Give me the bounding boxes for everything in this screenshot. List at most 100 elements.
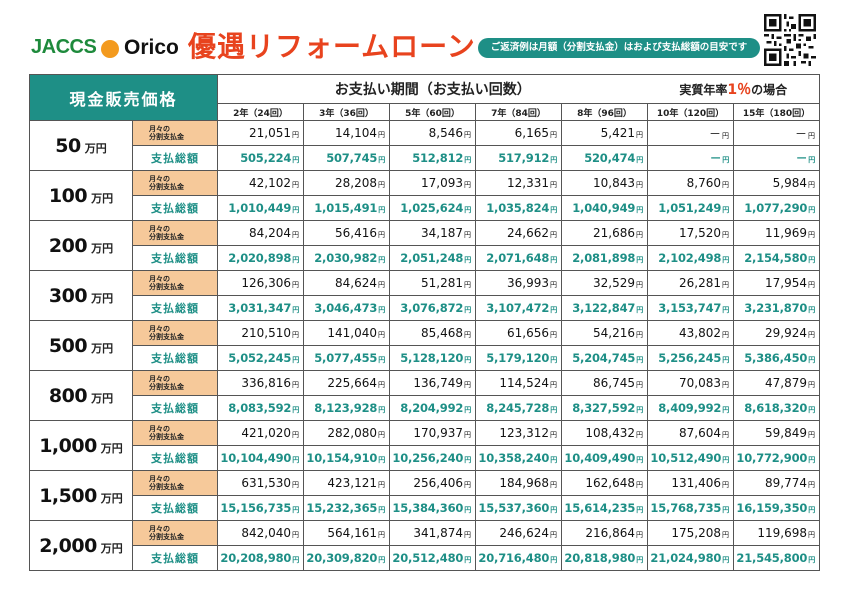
term-header: 2年（24回） <box>217 103 304 121</box>
monthly-payment-cell: 42,102円 <box>217 170 304 196</box>
price-unit: 万円 <box>91 191 114 205</box>
monthly-payment-cell: 246,624円 <box>475 520 562 546</box>
total-payment-value: 517,912 <box>498 151 550 165</box>
monthly-payment-value: 5,984 <box>772 176 807 190</box>
yen-unit: 円 <box>292 156 299 164</box>
monthly-payment-cell: 21,051円 <box>217 120 304 146</box>
total-payment-cell: 8,245,728円 <box>475 395 562 421</box>
monthly-payment-cell: 8,546円 <box>389 120 476 146</box>
monthly-payment-cell: 108,432円 <box>561 420 648 446</box>
total-payment-cell: －円 <box>733 145 820 171</box>
monthly-payment-cell: 17,954円 <box>733 270 820 296</box>
orico-logo-icon <box>101 40 119 58</box>
monthly-payment-value: 43,802 <box>679 326 721 340</box>
note-badge: ご返済例は月額（分割支払金）はおよび支払総額の目安です <box>478 38 760 58</box>
yen-unit: 円 <box>636 356 643 364</box>
monthly-payment-value: 56,416 <box>335 226 377 240</box>
total-payment-value: 15,768,735 <box>650 501 722 515</box>
yen-unit: 円 <box>722 156 729 164</box>
total-payment-value: 1,077,290 <box>744 201 808 215</box>
total-payment-cell: 8,083,592円 <box>217 395 304 421</box>
yen-unit: 円 <box>550 506 557 514</box>
monthly-payment-value: 28,208 <box>335 176 377 190</box>
yen-unit: 円 <box>808 556 815 564</box>
yen-unit: 円 <box>550 556 557 564</box>
total-payment-cell: 2,051,248円 <box>389 245 476 271</box>
monthly-payment-cell: 70,083円 <box>647 370 734 396</box>
monthly-payment-value: 336,816 <box>241 376 291 390</box>
yen-unit: 円 <box>636 481 643 489</box>
monthly-payment-cell: 126,306円 <box>217 270 304 296</box>
price-cell: 100 万円 <box>29 170 133 221</box>
price-amount: 100 <box>48 184 88 207</box>
total-payment-label: 支払総額 <box>132 545 218 571</box>
price-unit: 万円 <box>100 441 123 455</box>
total-payment-value: 512,812 <box>412 151 464 165</box>
monthly-payment-label: 月々の 分割支払金 <box>132 120 218 146</box>
yen-unit: 円 <box>808 406 815 414</box>
yen-unit: 円 <box>722 306 729 314</box>
total-payment-cell: 1,025,624円 <box>389 195 476 221</box>
total-payment-value: 8,409,992 <box>658 401 722 415</box>
monthly-payment-value: 246,624 <box>499 526 549 540</box>
price-unit: 万円 <box>100 491 123 505</box>
total-payment-value: 3,107,472 <box>486 301 550 315</box>
total-payment-cell: －円 <box>647 145 734 171</box>
price-amount: 50 <box>55 134 81 157</box>
yen-unit: 円 <box>550 456 557 464</box>
yen-unit: 円 <box>378 456 385 464</box>
yen-unit: 円 <box>378 331 385 339</box>
rate-suffix: の場合 <box>751 83 788 97</box>
total-payment-value: 3,231,870 <box>744 301 808 315</box>
total-payment-cell: 2,102,498円 <box>647 245 734 271</box>
total-payment-value: 10,512,490 <box>650 451 722 465</box>
yen-unit: 円 <box>808 331 815 339</box>
total-payment-value: 20,512,480 <box>392 551 464 565</box>
total-payment-value: 1,010,449 <box>228 201 292 215</box>
monthly-payment-value: 8,546 <box>428 126 463 140</box>
yen-unit: 円 <box>378 131 385 139</box>
total-payment-row: 支払総額 8,083,592円 8,123,928円 8,204,992円 8,245,… <box>30 395 820 421</box>
total-payment-label: 支払総額 <box>132 495 218 521</box>
monthly-payment-value: 47,879 <box>765 376 807 390</box>
monthly-payment-label: 月々の 分割支払金 <box>132 220 218 246</box>
yen-unit: 円 <box>550 531 557 539</box>
total-payment-value: 2,051,248 <box>400 251 464 265</box>
monthly-payment-cell: 17,093円 <box>389 170 476 196</box>
total-payment-cell: 8,409,992円 <box>647 395 734 421</box>
monthly-payment-value: 86,745 <box>593 376 635 390</box>
monthly-payment-cell: 84,624円 <box>303 270 390 296</box>
monthly-payment-label: 月々の 分割支払金 <box>132 420 218 446</box>
yen-unit: 円 <box>464 356 471 364</box>
monthly-payment-cell: 141,040円 <box>303 320 390 346</box>
price-amount: 800 <box>48 384 88 407</box>
yen-unit: 円 <box>808 431 815 439</box>
yen-unit: 円 <box>292 406 299 414</box>
price-amount: 2,000 <box>39 534 97 557</box>
total-payment-value: 15,614,235 <box>564 501 636 515</box>
total-payment-value: 8,245,728 <box>486 401 550 415</box>
total-payment-value: 5,077,455 <box>314 351 378 365</box>
total-payment-value: 2,102,498 <box>658 251 722 265</box>
yen-unit: 円 <box>808 306 815 314</box>
yen-unit: 円 <box>808 531 815 539</box>
yen-unit: 円 <box>550 231 557 239</box>
yen-unit: 円 <box>636 456 643 464</box>
monthly-payment-value: 421,020 <box>241 426 291 440</box>
page-title: 優遇リフォームローン <box>188 30 476 63</box>
total-payment-value: 2,020,898 <box>228 251 292 265</box>
monthly-payment-value: 21,686 <box>593 226 635 240</box>
yen-unit: 円 <box>464 456 471 464</box>
total-payment-cell: 1,040,949円 <box>561 195 648 221</box>
yen-unit: 円 <box>378 531 385 539</box>
yen-unit: 円 <box>722 481 729 489</box>
yen-unit: 円 <box>808 281 815 289</box>
monthly-payment-cell: 10,843円 <box>561 170 648 196</box>
total-payment-row: 支払総額 2,020,898円 2,030,982円 2,051,248円 2,071,… <box>30 245 820 271</box>
rate-prefix: 実質年率 <box>679 83 728 97</box>
monthly-payment-value: 564,161 <box>327 526 377 540</box>
monthly-payment-cell: 61,656円 <box>475 320 562 346</box>
monthly-payment-label: 月々の 分割支払金 <box>132 470 218 496</box>
jaccs-logo: JACCS <box>31 36 97 58</box>
yen-unit: 円 <box>808 506 815 514</box>
